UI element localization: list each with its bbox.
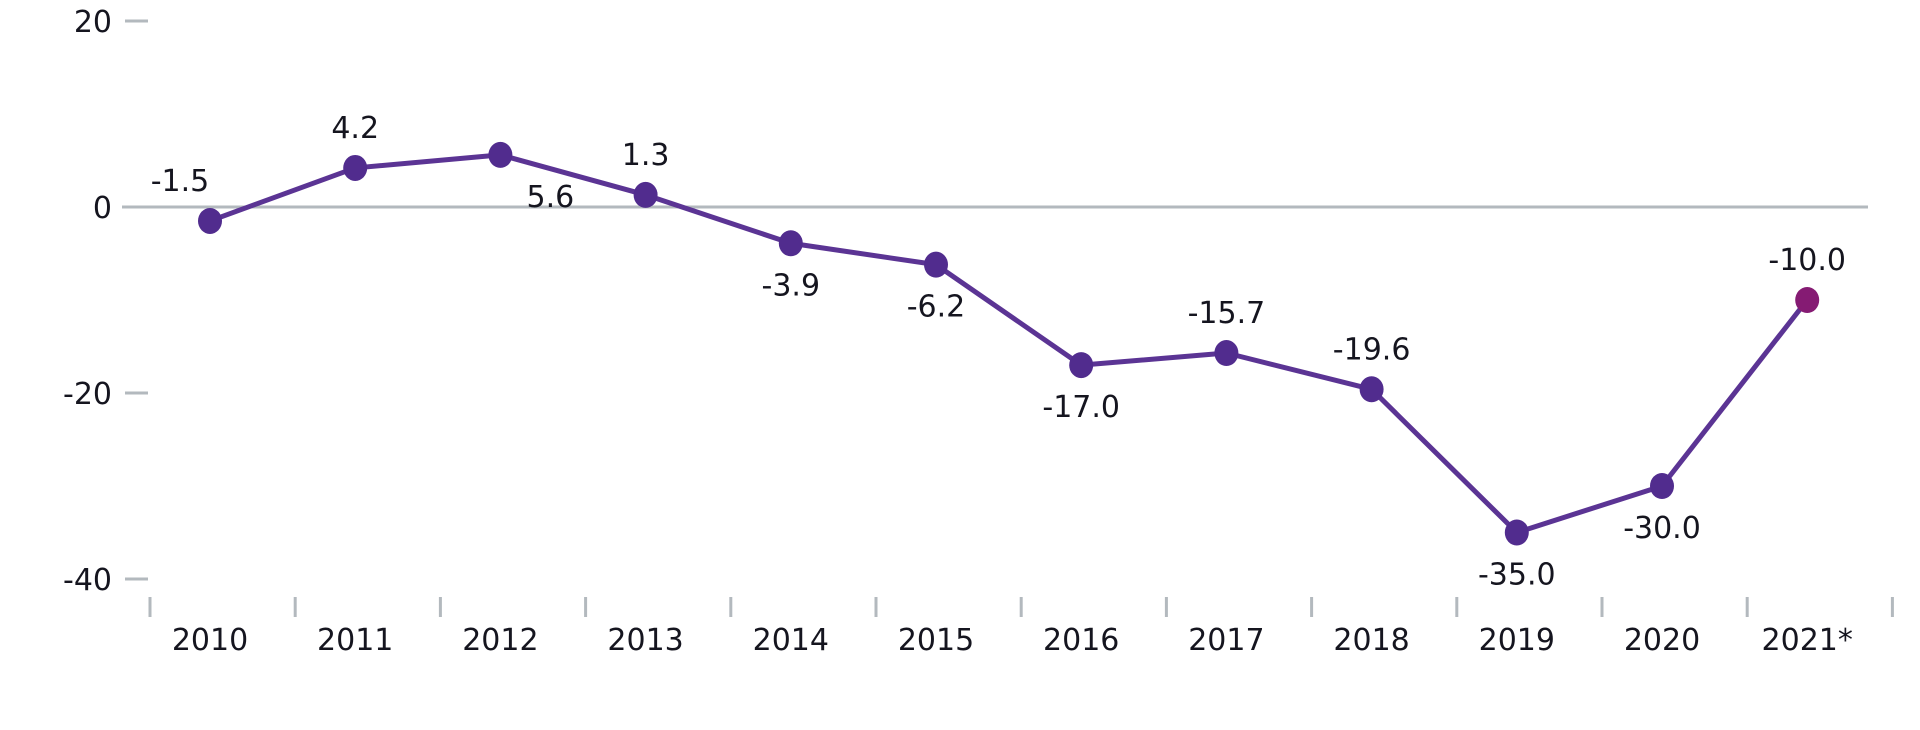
data-point[interactable] xyxy=(1359,376,1384,403)
y-axis-label: -40 xyxy=(63,563,112,598)
data-point[interactable] xyxy=(633,181,658,208)
data-point[interactable] xyxy=(198,207,222,234)
x-axis-label: 2020 xyxy=(1624,623,1700,658)
data-point-label: -3.9 xyxy=(762,268,821,303)
data-point-label: 1.3 xyxy=(622,138,670,173)
x-axis-label: 2016 xyxy=(1043,623,1119,658)
data-point-label: 5.6 xyxy=(527,180,575,215)
x-axis-label: 2012 xyxy=(462,623,538,658)
x-axis-label: 2015 xyxy=(898,623,974,658)
data-point-label: -19.6 xyxy=(1333,332,1411,367)
data-point[interactable] xyxy=(488,141,513,168)
data-point[interactable] xyxy=(924,251,948,278)
data-point-label: -35.0 xyxy=(1478,558,1556,593)
x-axis-label: 2018 xyxy=(1333,623,1409,658)
y-axis-label: -20 xyxy=(63,377,112,412)
x-axis-label: 2021* xyxy=(1762,623,1853,658)
data-point-label: -10.0 xyxy=(1768,243,1846,278)
data-point[interactable] xyxy=(778,230,803,257)
data-point[interactable] xyxy=(1650,473,1674,499)
x-axis-label: 2014 xyxy=(753,623,829,658)
y-axis-label: 0 xyxy=(93,191,112,226)
data-point-label: -30.0 xyxy=(1623,511,1701,546)
x-axis-label: 2010 xyxy=(172,623,248,658)
data-point[interactable] xyxy=(1069,352,1094,379)
series-line xyxy=(209,152,1810,535)
data-point-label: -15.7 xyxy=(1188,296,1266,331)
data-point[interactable] xyxy=(343,154,368,181)
data-point-label: -1.5 xyxy=(151,164,210,199)
x-axis-label: 2017 xyxy=(1188,623,1264,658)
data-point[interactable] xyxy=(1214,340,1239,367)
y-axis-label: 20 xyxy=(74,5,112,40)
data-point-label: 4.2 xyxy=(331,111,379,146)
data-point-highlighted[interactable] xyxy=(1795,287,1820,313)
data-point-label: -17.0 xyxy=(1042,390,1120,425)
x-axis-label: 2011 xyxy=(317,623,393,658)
x-axis-label: 2013 xyxy=(607,623,683,658)
x-axis-label: 2019 xyxy=(1479,623,1555,658)
data-point[interactable] xyxy=(1504,519,1529,546)
data-point-label: -6.2 xyxy=(907,290,966,325)
